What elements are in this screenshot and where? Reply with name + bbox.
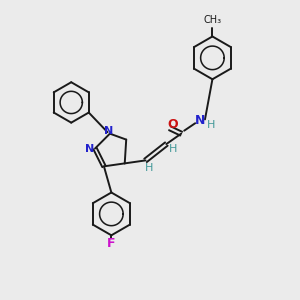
Text: O: O [167,118,178,131]
Text: N: N [195,114,206,127]
Text: CH₃: CH₃ [203,15,221,25]
Text: H: H [145,163,153,173]
Text: N: N [85,143,94,154]
Text: H: H [169,144,177,154]
Text: N: N [104,126,113,136]
Text: F: F [107,237,116,250]
Text: H: H [207,120,215,130]
